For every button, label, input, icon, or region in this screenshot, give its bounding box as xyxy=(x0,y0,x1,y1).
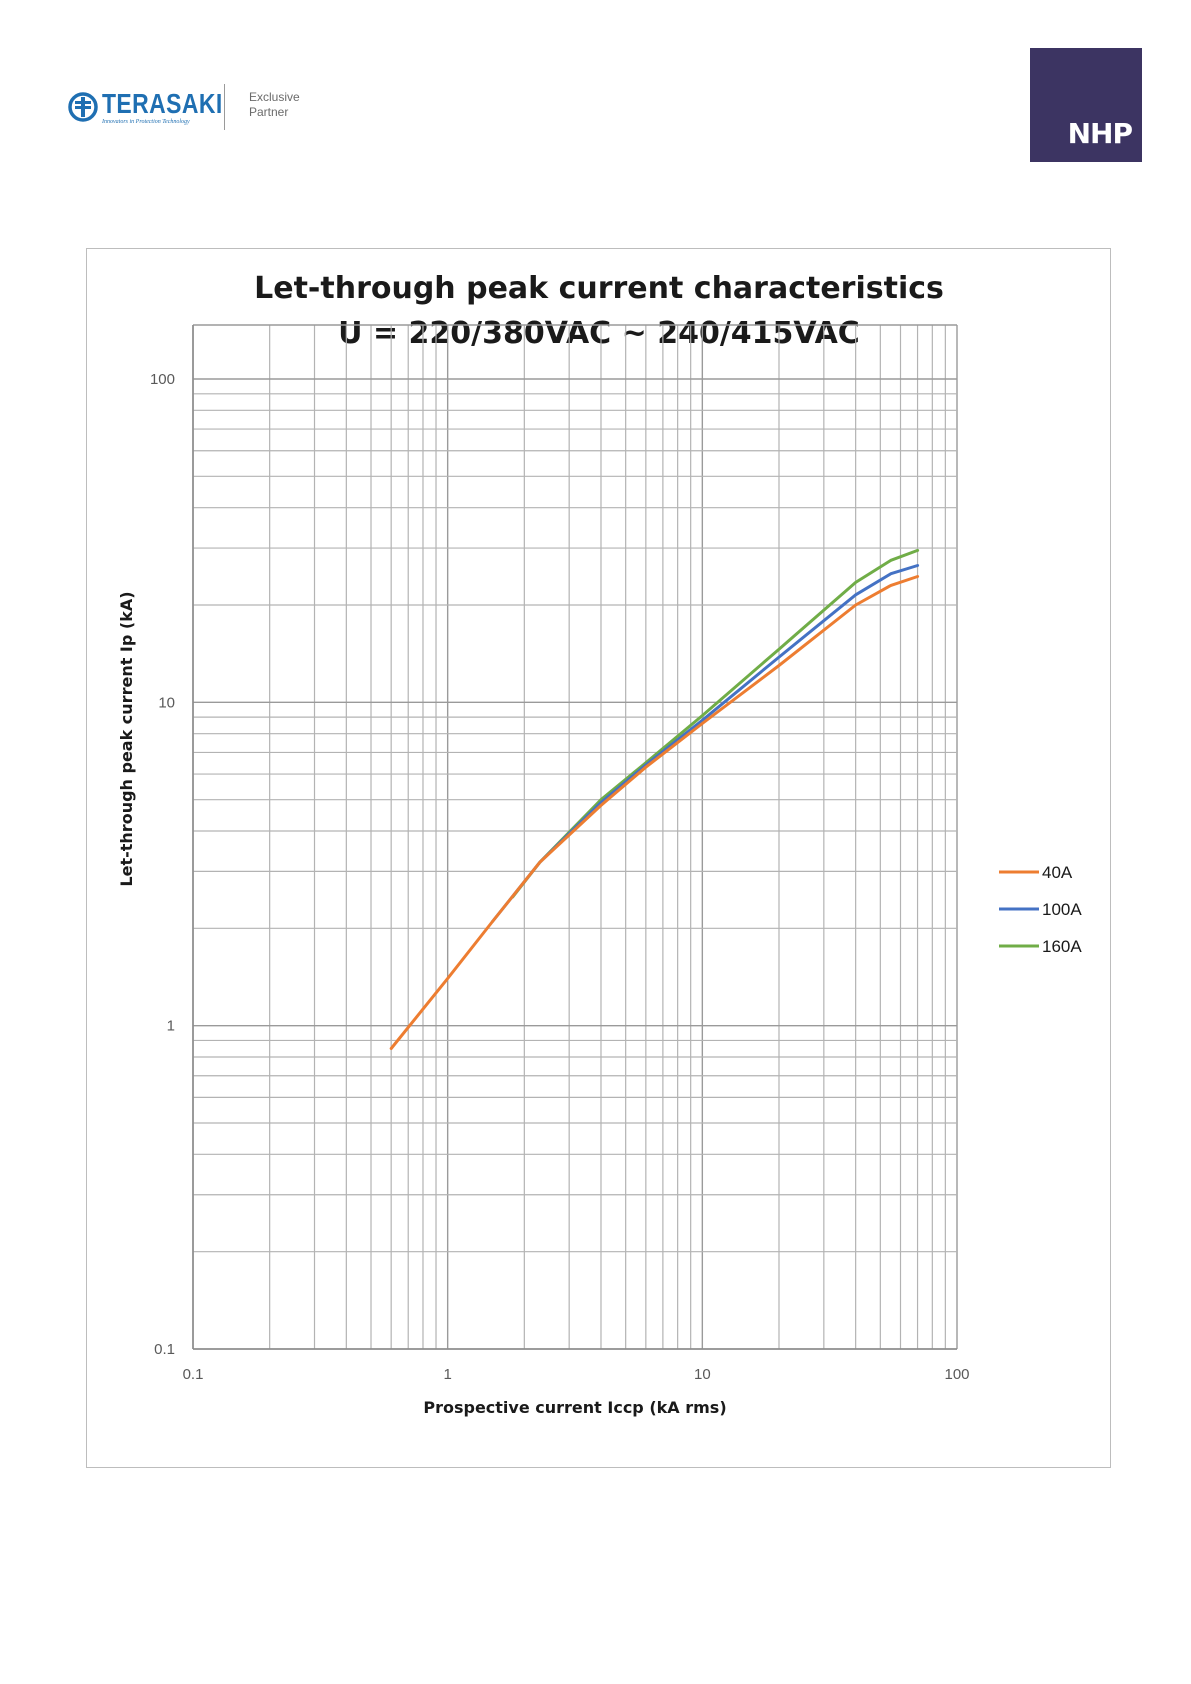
y-axis-label: Let-through peak current Ip (kA) xyxy=(117,591,136,886)
chart-svg: Let-through peak current characteristics… xyxy=(117,271,1082,1417)
partner-label: Exclusive Partner xyxy=(249,90,300,120)
legend-label-160a: 160A xyxy=(1042,937,1082,956)
nhp-logo: NHP xyxy=(1030,48,1142,162)
nhp-logo-text: NHP xyxy=(1067,117,1133,150)
x-axis-label: Prospective current Iccp (kA rms) xyxy=(423,1398,726,1417)
terasaki-emblem-icon xyxy=(68,92,98,122)
chart-title: Let-through peak current characteristics xyxy=(254,271,944,306)
chart-frame: Let-through peak current characteristics… xyxy=(86,248,1111,1468)
brand-tagline: Innovators in Protection Technology xyxy=(102,118,190,125)
chart-legend: 40A 100A 160A xyxy=(999,863,1082,956)
plot-grid xyxy=(192,324,958,1350)
brand-name: TERASAKI xyxy=(102,87,223,119)
partner-line-2: Partner xyxy=(249,105,289,119)
brand-divider xyxy=(224,84,225,130)
x-tick-label: 10 xyxy=(694,1366,711,1383)
axis-ticks: 0.1 1 10 100 0.1 1 10 100 xyxy=(150,371,970,1383)
terasaki-logo: TERASAKI Innovators in Protection Techno… xyxy=(68,82,300,132)
y-tick-label: 1 xyxy=(167,1018,175,1035)
y-tick-label: 0.1 xyxy=(154,1341,175,1358)
series-line-100a xyxy=(491,564,920,923)
y-tick-label: 10 xyxy=(158,694,175,711)
series-line-160a xyxy=(511,548,920,899)
chart-subtitle: U = 220/380VAC ~ 240/415VAC xyxy=(338,316,860,351)
x-tick-label: 1 xyxy=(443,1366,451,1383)
y-tick-label: 100 xyxy=(150,371,175,388)
x-tick-label: 100 xyxy=(944,1366,969,1383)
x-tick-label: 0.1 xyxy=(183,1366,204,1383)
legend-label-40a: 40A xyxy=(1042,863,1073,882)
partner-line-1: Exclusive xyxy=(249,90,300,104)
legend-label-100a: 100A xyxy=(1042,900,1082,919)
series-lines xyxy=(389,548,920,1050)
series-line-40a xyxy=(389,575,920,1050)
